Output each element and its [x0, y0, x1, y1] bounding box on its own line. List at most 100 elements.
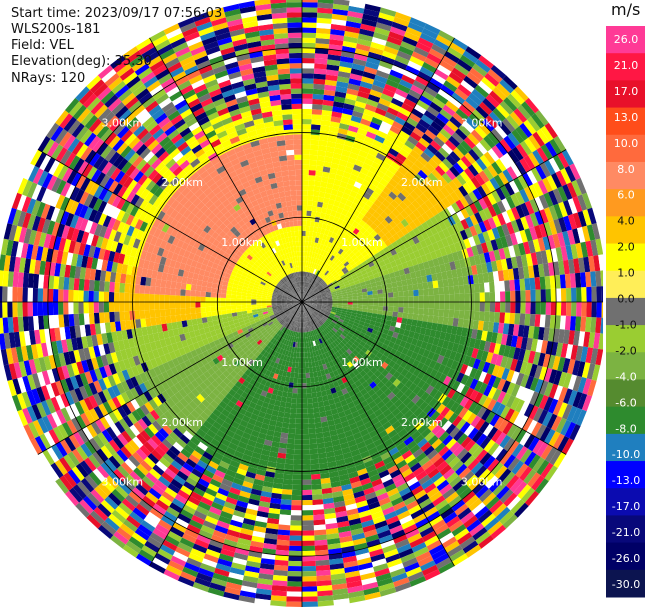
velocity-gate: [310, 458, 319, 465]
velocity-gate: [336, 229, 343, 236]
velocity-gate: [327, 303, 333, 306]
velocity-gate: [283, 412, 291, 419]
velocity-gate: [312, 104, 323, 110]
velocity-gate: [481, 262, 488, 274]
velocity-gate: [322, 99, 334, 107]
velocity-gate: [314, 534, 327, 541]
velocity-gate: [355, 43, 371, 52]
velocity-gate: [337, 248, 344, 255]
velocity-gate: [499, 312, 506, 324]
velocity-gate: [310, 377, 315, 383]
velocity-gate: [408, 302, 414, 308]
velocity-gate: [456, 210, 466, 222]
velocity-gate: [427, 158, 439, 169]
velocity-gate: [286, 397, 292, 404]
velocity-gate: [406, 260, 414, 268]
velocity-gate: [414, 159, 425, 170]
velocity-gate: [307, 302, 313, 304]
velocity-gate: [339, 264, 346, 270]
velocity-gate: [483, 135, 496, 149]
velocity-gate: [467, 133, 480, 146]
velocity-gate: [295, 418, 302, 424]
velocity-gate: [325, 291, 331, 295]
velocity-gate: [445, 169, 457, 181]
velocity-gate: [388, 302, 394, 307]
velocity-gate: [406, 246, 414, 255]
velocity-gate: [374, 27, 390, 37]
velocity-gate: [336, 268, 342, 274]
velocity-gate: [340, 287, 347, 292]
velocity-gate: [576, 302, 582, 317]
velocity-gate: [587, 207, 597, 225]
velocity-gate: [565, 244, 574, 260]
velocity-gate: [529, 212, 539, 227]
velocity-gate: [329, 126, 339, 133]
velocity-gate: [388, 31, 404, 41]
velocity-gate: [582, 192, 593, 210]
velocity-gate: [353, 277, 359, 282]
velocity-gate: [396, 111, 409, 122]
velocity-gate: [433, 308, 440, 317]
velocity-gate: [286, 596, 302, 602]
velocity-gate: [347, 299, 353, 302]
velocity-gate: [316, 294, 322, 298]
velocity-gate: [374, 107, 387, 117]
velocity-gate: [289, 418, 296, 424]
velocity-gate: [464, 302, 470, 311]
velocity-gate: [317, 238, 323, 244]
velocity-gate: [449, 151, 461, 163]
velocity-gate: [303, 281, 306, 287]
velocity-gate: [325, 235, 331, 242]
velocity-gate: [287, 581, 302, 587]
velocity-gate: [302, 479, 312, 485]
velocity-gate: [410, 131, 422, 142]
velocity-gate: [573, 330, 581, 346]
velocity-gate: [317, 302, 323, 305]
velocity-gate: [310, 284, 314, 290]
velocity-gate: [450, 191, 460, 203]
velocity-gate: [328, 284, 334, 289]
velocity-gate: [447, 205, 457, 216]
velocity-gate: [369, 46, 384, 56]
velocity-gate: [302, 251, 305, 257]
velocity-gate: [288, 428, 296, 434]
velocity-gate: [363, 66, 378, 75]
velocity-gate: [454, 302, 460, 311]
velocity-gate: [307, 277, 310, 283]
velocity-gate: [315, 170, 323, 177]
velocity-gate: [325, 289, 331, 293]
velocity-gate: [309, 267, 313, 273]
velocity-gate: [571, 180, 582, 197]
velocity-gate: [344, 140, 354, 148]
velocity-gate: [312, 231, 317, 238]
velocity-gate: [356, 272, 363, 278]
velocity-gate: [329, 255, 335, 261]
velocity-gate: [464, 167, 475, 180]
velocity-gate: [327, 297, 333, 300]
velocity-gate: [335, 240, 341, 247]
velocity-gate: [438, 30, 455, 43]
velocity-gate: [313, 221, 319, 228]
velocity-gate: [417, 37, 434, 49]
velocity-gate: [279, 437, 288, 444]
velocity-gate: [313, 242, 318, 248]
velocity-gate: [482, 231, 491, 243]
velocity-gate: [317, 7, 333, 14]
velocity-gate: [313, 514, 325, 521]
velocity-gate: [302, 393, 308, 399]
velocity-gate: [488, 111, 503, 126]
velocity-gate: [314, 529, 327, 536]
velocity-gate: [315, 43, 330, 50]
velocity-gate: [417, 282, 424, 290]
velocity-gate: [555, 302, 562, 316]
velocity-gate: [512, 324, 520, 337]
velocity-gate: [364, 175, 374, 184]
velocity-gate: [585, 316, 592, 333]
velocity-gate: [357, 254, 364, 261]
velocity-gate: [407, 181, 417, 191]
velocity-gate: [472, 234, 481, 246]
velocity-gate: [315, 386, 321, 393]
velocity-gate: [305, 266, 308, 272]
velocity-gate: [437, 230, 446, 240]
velocity-gate: [443, 309, 450, 318]
